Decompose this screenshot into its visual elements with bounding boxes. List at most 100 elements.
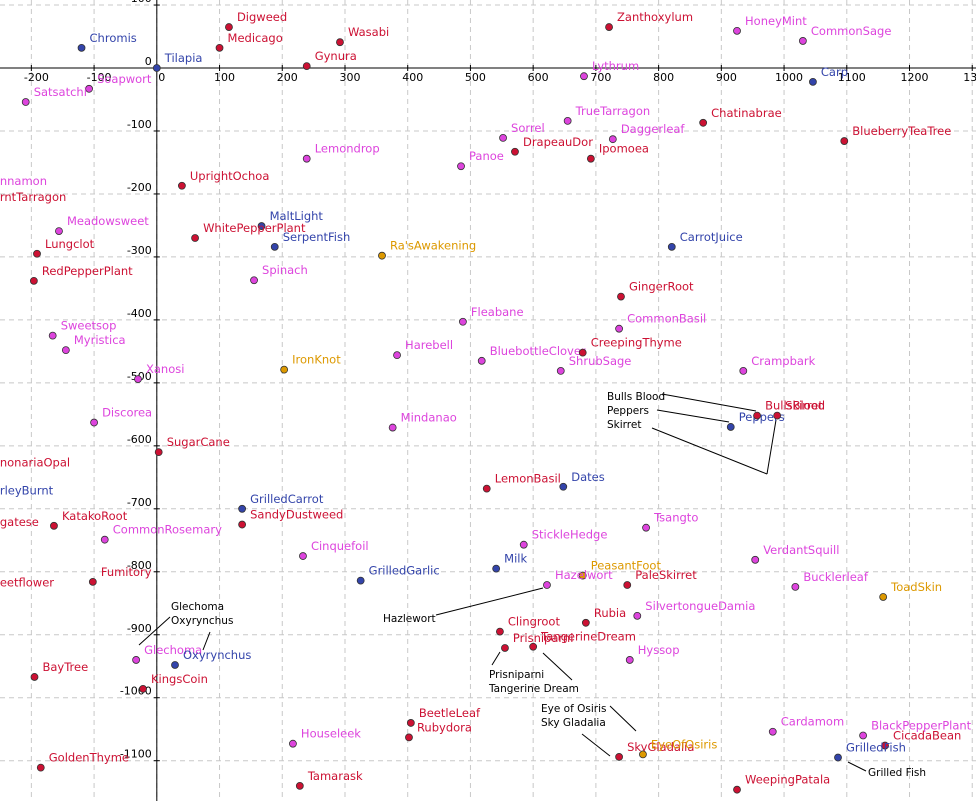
point (250, 276, 258, 285)
point (154, 448, 163, 457)
point (667, 242, 676, 251)
point (881, 741, 889, 750)
point (519, 540, 528, 549)
callout-lines (138, 393, 867, 772)
point-label: SandyDustweed (250, 508, 343, 522)
point-label: Myristica (74, 333, 126, 347)
point-label: WhitePepperPlant (203, 221, 306, 235)
point-label: BullsBlood (765, 399, 825, 413)
point (85, 84, 93, 93)
point (356, 576, 365, 585)
point-label: Houseleek (301, 727, 361, 741)
point (302, 62, 311, 71)
point-label: Ipomoea (599, 142, 649, 156)
point (559, 482, 568, 491)
point (77, 43, 86, 52)
point-label: Prisniparni (513, 631, 574, 645)
point (30, 673, 39, 681)
point-label: CommonRosemary (113, 523, 222, 537)
y-tick-label: -700 (127, 496, 152, 509)
point (768, 727, 777, 736)
y-tick-label: -100 (127, 118, 152, 131)
point (633, 611, 642, 620)
point-label: MaltLight (270, 209, 324, 223)
point (511, 147, 519, 156)
point-label: Sweetsop (61, 319, 117, 333)
point-label: StickleHedge (532, 528, 608, 542)
point-label: Satsatchi (34, 85, 87, 99)
x-tick-label: 1200 (901, 71, 929, 84)
point (625, 656, 634, 664)
point-label: TrueTarragon (575, 104, 651, 118)
callout-line (138, 616, 171, 646)
point (608, 135, 617, 144)
point-label: GrilledCarrot (250, 492, 324, 506)
point-label: Daggerleaf (621, 122, 686, 136)
point-label: Digweed (237, 10, 287, 24)
callout-line (202, 631, 211, 651)
point-label: eetflower (0, 576, 54, 590)
point-label: IronKnot (292, 353, 341, 367)
point-label: CommonSage (811, 24, 892, 38)
point-label: SerpentFish (283, 230, 351, 244)
point (100, 535, 109, 544)
point (578, 571, 587, 580)
point (55, 227, 63, 236)
point-label: CicadaBean (893, 729, 961, 743)
point (378, 251, 386, 260)
point (257, 222, 266, 230)
point-label: rleyBurnt (0, 484, 54, 498)
point (581, 618, 590, 627)
callout-line (435, 587, 544, 616)
point (336, 38, 344, 47)
x-tick-label: 600 (528, 71, 549, 84)
point-label: gatese (0, 515, 39, 529)
point-label: LemonBasil (495, 472, 561, 486)
x-tick-label: -200 (24, 71, 49, 84)
point (501, 644, 509, 652)
point-label: Fleabane (471, 305, 524, 319)
point (238, 504, 247, 513)
point-label: nnamon (0, 174, 47, 188)
point (295, 781, 304, 790)
point (477, 356, 486, 365)
point-label: Medicago (228, 31, 283, 45)
point-label: EyeOfOsiris (651, 737, 717, 751)
callout-label: Oxyrynchus (171, 615, 233, 627)
point (642, 523, 650, 532)
callout-line (766, 419, 777, 475)
point (171, 661, 179, 669)
x-tick-label: 900 (716, 71, 737, 84)
point (289, 739, 297, 748)
point (733, 785, 741, 794)
point (61, 346, 70, 355)
point (623, 581, 632, 589)
x-tick-label: 100 (214, 71, 235, 84)
point-label: Soapwort (97, 72, 152, 86)
point (639, 750, 647, 759)
callout-line (542, 652, 573, 681)
point (215, 43, 224, 52)
x-tick-label: 1100 (838, 71, 866, 84)
callout-label: Skirret (607, 419, 641, 431)
x-tick-label: -100 (87, 71, 112, 84)
point (492, 564, 501, 573)
x-tick-label: 800 (653, 71, 674, 84)
callout-line (651, 427, 768, 475)
point (459, 317, 467, 326)
point-label: PaleSkirret (635, 568, 697, 582)
point-label: HoneyMint (745, 14, 807, 28)
point-label: Ra'sAwakening (390, 239, 476, 253)
point-label: Chromis (90, 31, 137, 45)
point (751, 555, 760, 564)
point-label: Harebell (405, 338, 453, 352)
point-label: Hazelwort (555, 568, 613, 582)
point-label: DrapeauDor (523, 135, 593, 149)
point (270, 242, 279, 251)
point (388, 423, 397, 432)
point (496, 627, 504, 636)
point-label: KingsCoin (151, 672, 208, 686)
x-tick-label: 0 (158, 71, 165, 84)
point (152, 64, 161, 72)
